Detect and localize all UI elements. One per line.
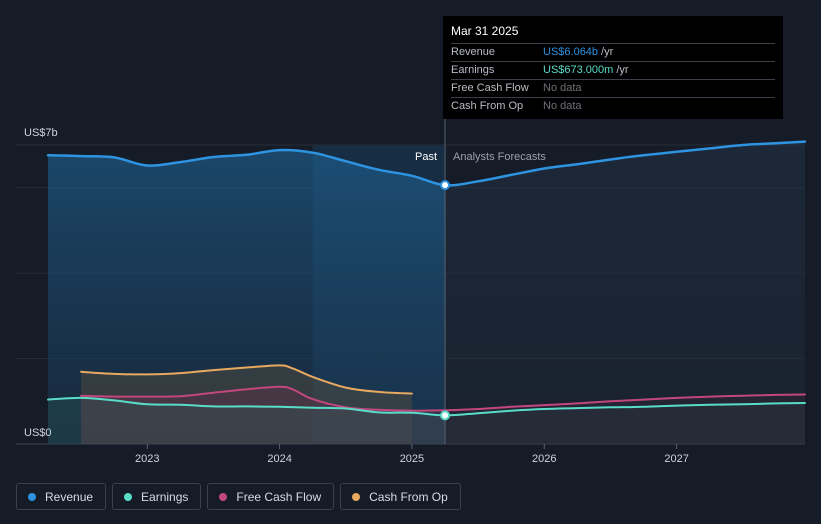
x-tick-label: 2026 bbox=[532, 453, 556, 465]
series-areas bbox=[48, 141, 805, 444]
x-tick-label: 2025 bbox=[400, 453, 424, 465]
legend-dot-icon bbox=[352, 492, 361, 501]
series-line-revenue bbox=[46, 140, 807, 187]
x-tick-label: 2024 bbox=[267, 453, 291, 465]
legend-label: Earnings bbox=[141, 489, 189, 504]
highlight-dot-revenue bbox=[440, 180, 451, 191]
tooltip-unit: /yr bbox=[601, 46, 614, 58]
tooltip-value: No data bbox=[543, 100, 582, 112]
tooltip-row-free-cash-flow: Free Cash Flow No data bbox=[451, 79, 775, 97]
legend-item-revenue[interactable]: Revenue bbox=[16, 483, 107, 510]
forecast-label: Analysts Forecasts bbox=[453, 151, 546, 163]
x-tick-label: 2027 bbox=[664, 453, 688, 465]
series-line-fcf bbox=[80, 385, 806, 412]
legend-dot-icon bbox=[28, 492, 36, 501]
tooltip-row-earnings: Earnings US$673.000m /yr bbox=[451, 61, 775, 79]
legend-item-cash-from-op[interactable]: Cash From Op bbox=[340, 483, 461, 510]
tooltip-date: Mar 31 2025 bbox=[451, 24, 519, 38]
x-axis-ticks: 2023 2024 2025 2026 2027 bbox=[135, 444, 689, 465]
legend-dot-icon bbox=[124, 492, 133, 501]
tooltip-value: US$673.000m bbox=[543, 64, 614, 76]
free-cash-flow-area-past bbox=[81, 386, 445, 444]
revenue-area-past bbox=[48, 150, 445, 444]
tooltip-value: US$6.064b bbox=[543, 46, 599, 58]
past-label: Past bbox=[415, 151, 437, 163]
x-tick-label: 2023 bbox=[135, 453, 159, 465]
tooltip-unit: /yr bbox=[616, 64, 629, 76]
tooltip-label: Earnings bbox=[451, 64, 495, 76]
legend: Revenue Earnings Free Cash Flow Cash Fro… bbox=[16, 483, 461, 510]
tooltip-value: No data bbox=[543, 82, 582, 94]
legend-label: Revenue bbox=[45, 489, 94, 504]
highlight-dots bbox=[440, 180, 451, 421]
tooltip-row-revenue: Revenue US$6.064b /yr bbox=[451, 43, 775, 61]
tooltip-label: Revenue bbox=[451, 46, 496, 58]
series-line-earnings bbox=[47, 396, 806, 417]
legend-label: Free Cash Flow bbox=[236, 489, 322, 504]
legend-item-free-cash-flow[interactable]: Free Cash Flow bbox=[207, 483, 335, 510]
hover-tooltip: Mar 31 2025 Revenue US$6.064b /yr Earnin… bbox=[443, 16, 783, 119]
series-lines bbox=[46, 140, 807, 417]
highlight-dot-earnings bbox=[440, 410, 451, 421]
legend-item-earnings[interactable]: Earnings bbox=[112, 483, 202, 510]
revenue-area-forecast bbox=[445, 141, 805, 444]
tooltip-label: Free Cash Flow bbox=[451, 82, 529, 94]
earnings-area-forecast bbox=[445, 403, 805, 444]
free-cash-flow-area-forecast bbox=[445, 394, 805, 444]
legend-label: Cash From Op bbox=[369, 489, 448, 504]
tooltip-label: Cash From Op bbox=[451, 100, 524, 112]
legend-dot-icon bbox=[219, 492, 228, 501]
y-tick-label-top: US$7b bbox=[24, 127, 58, 139]
y-tick-label-bottom: US$0 bbox=[24, 427, 52, 439]
cash-from-op-area bbox=[81, 365, 412, 444]
series-line-cfo bbox=[80, 364, 413, 395]
tooltip-row-cash-from-op: Cash From Op No data bbox=[451, 97, 775, 115]
